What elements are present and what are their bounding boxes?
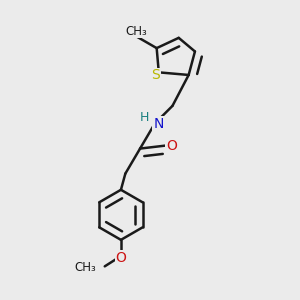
Text: CH₃: CH₃ — [74, 261, 96, 274]
Text: N: N — [153, 116, 164, 130]
Text: CH₃: CH₃ — [125, 25, 147, 38]
Text: O: O — [116, 250, 126, 265]
Text: H: H — [140, 111, 149, 124]
Text: S: S — [152, 68, 160, 82]
Text: O: O — [166, 139, 177, 153]
